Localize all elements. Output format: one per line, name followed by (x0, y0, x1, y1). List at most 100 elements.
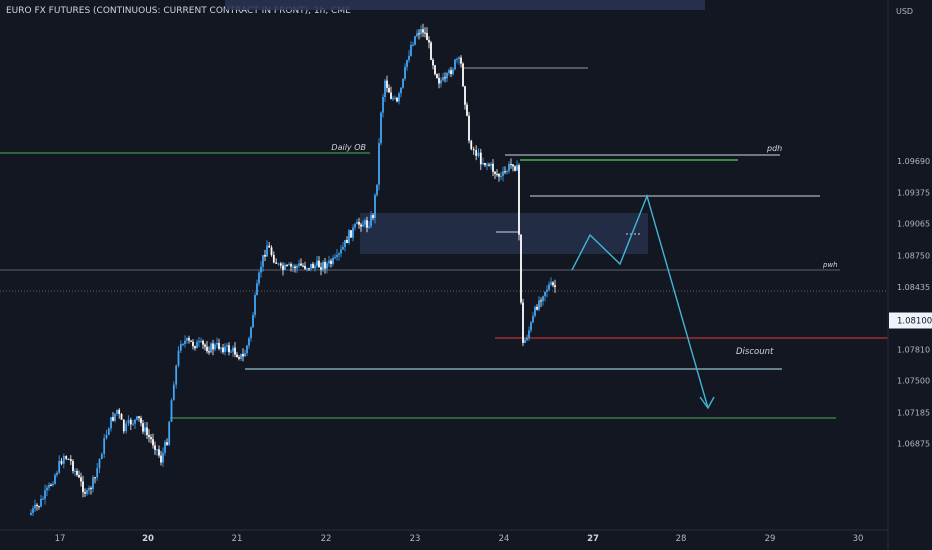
candle-body (184, 340, 186, 345)
candle-body (430, 42, 432, 60)
candle-body (502, 171, 504, 176)
candle (254, 292, 256, 318)
candle (440, 77, 442, 88)
candle (528, 326, 530, 341)
candle-body (540, 300, 542, 302)
candle-body (175, 365, 178, 385)
time-tick-label: 27 (587, 534, 599, 544)
candle (150, 434, 152, 444)
candle-body (394, 97, 396, 99)
candle-body (132, 423, 134, 425)
candle-body (472, 149, 475, 151)
candle-body (172, 384, 175, 401)
chart-title: EURO FX FUTURES (CONTINUOUS: CURRENT CON… (6, 6, 351, 16)
candle (444, 72, 446, 83)
candle-body (198, 341, 200, 343)
candle-body (72, 461, 74, 472)
candle-body (279, 263, 282, 266)
candle (308, 267, 310, 271)
candle-body (458, 57, 460, 59)
candle (414, 35, 416, 46)
candle (536, 304, 538, 311)
candle-body (152, 439, 154, 446)
candle (179, 340, 182, 354)
candle (372, 213, 374, 221)
candle-body (30, 512, 32, 515)
candle-body (140, 418, 142, 424)
candle-body (552, 282, 554, 286)
candle-body (40, 498, 42, 507)
candle-body (498, 174, 500, 177)
candle-body (248, 338, 250, 346)
candle (170, 398, 173, 422)
candle-body (194, 346, 196, 349)
candle-body (156, 449, 158, 451)
candle-body (78, 475, 80, 478)
candle (426, 27, 428, 41)
candle (250, 326, 252, 342)
candle-body (486, 164, 488, 166)
candle (118, 408, 121, 419)
candle-body (346, 240, 348, 244)
candle (362, 220, 364, 227)
candle-body (62, 456, 65, 464)
candle-body (294, 266, 296, 269)
candle (448, 68, 450, 76)
candle (378, 138, 380, 191)
candle (136, 415, 138, 421)
candle-body (324, 262, 326, 269)
candle (526, 334, 528, 342)
candle-body (388, 87, 390, 93)
candle (46, 484, 48, 497)
candle (54, 472, 56, 485)
candle-body (340, 249, 342, 254)
candle-body (82, 481, 84, 493)
price-tick-label: 1.09065 (897, 220, 930, 229)
candle-body (206, 346, 208, 352)
candle (326, 261, 328, 274)
time-tick-label: 24 (499, 534, 510, 544)
candle-body (460, 57, 462, 64)
candle-body (38, 506, 40, 508)
candle-body (182, 344, 184, 346)
candle (468, 111, 470, 144)
candle (216, 337, 218, 349)
candle (360, 222, 362, 232)
time-tick-label: 23 (410, 534, 421, 544)
candle (182, 342, 184, 347)
candle (120, 412, 123, 420)
candle-body (528, 330, 530, 338)
candle-body (326, 263, 328, 269)
candle (110, 416, 112, 432)
candle (396, 96, 398, 103)
candle (490, 161, 492, 170)
candle (456, 57, 458, 64)
candle (424, 27, 426, 38)
candle-body (282, 265, 284, 270)
candle (154, 441, 156, 455)
candle-body (484, 163, 486, 166)
candle (436, 73, 438, 79)
candle-body (366, 220, 368, 228)
candle (322, 260, 324, 272)
candle-body (179, 344, 182, 351)
candle-body (196, 341, 198, 349)
candle (298, 259, 300, 269)
candle-body (488, 164, 490, 166)
candle-body (306, 268, 308, 270)
current-price-label: 1.08100 (897, 317, 932, 327)
candle (238, 355, 240, 361)
candle-body (336, 255, 338, 257)
candle (402, 78, 404, 89)
candle (340, 245, 342, 258)
candle-body (44, 490, 46, 499)
candle-body (414, 36, 416, 45)
candle (256, 279, 258, 296)
candle (94, 476, 96, 484)
candle (288, 262, 290, 266)
candle (358, 217, 360, 229)
candle (125, 420, 128, 434)
candle (382, 93, 384, 118)
candle-body (392, 98, 394, 100)
